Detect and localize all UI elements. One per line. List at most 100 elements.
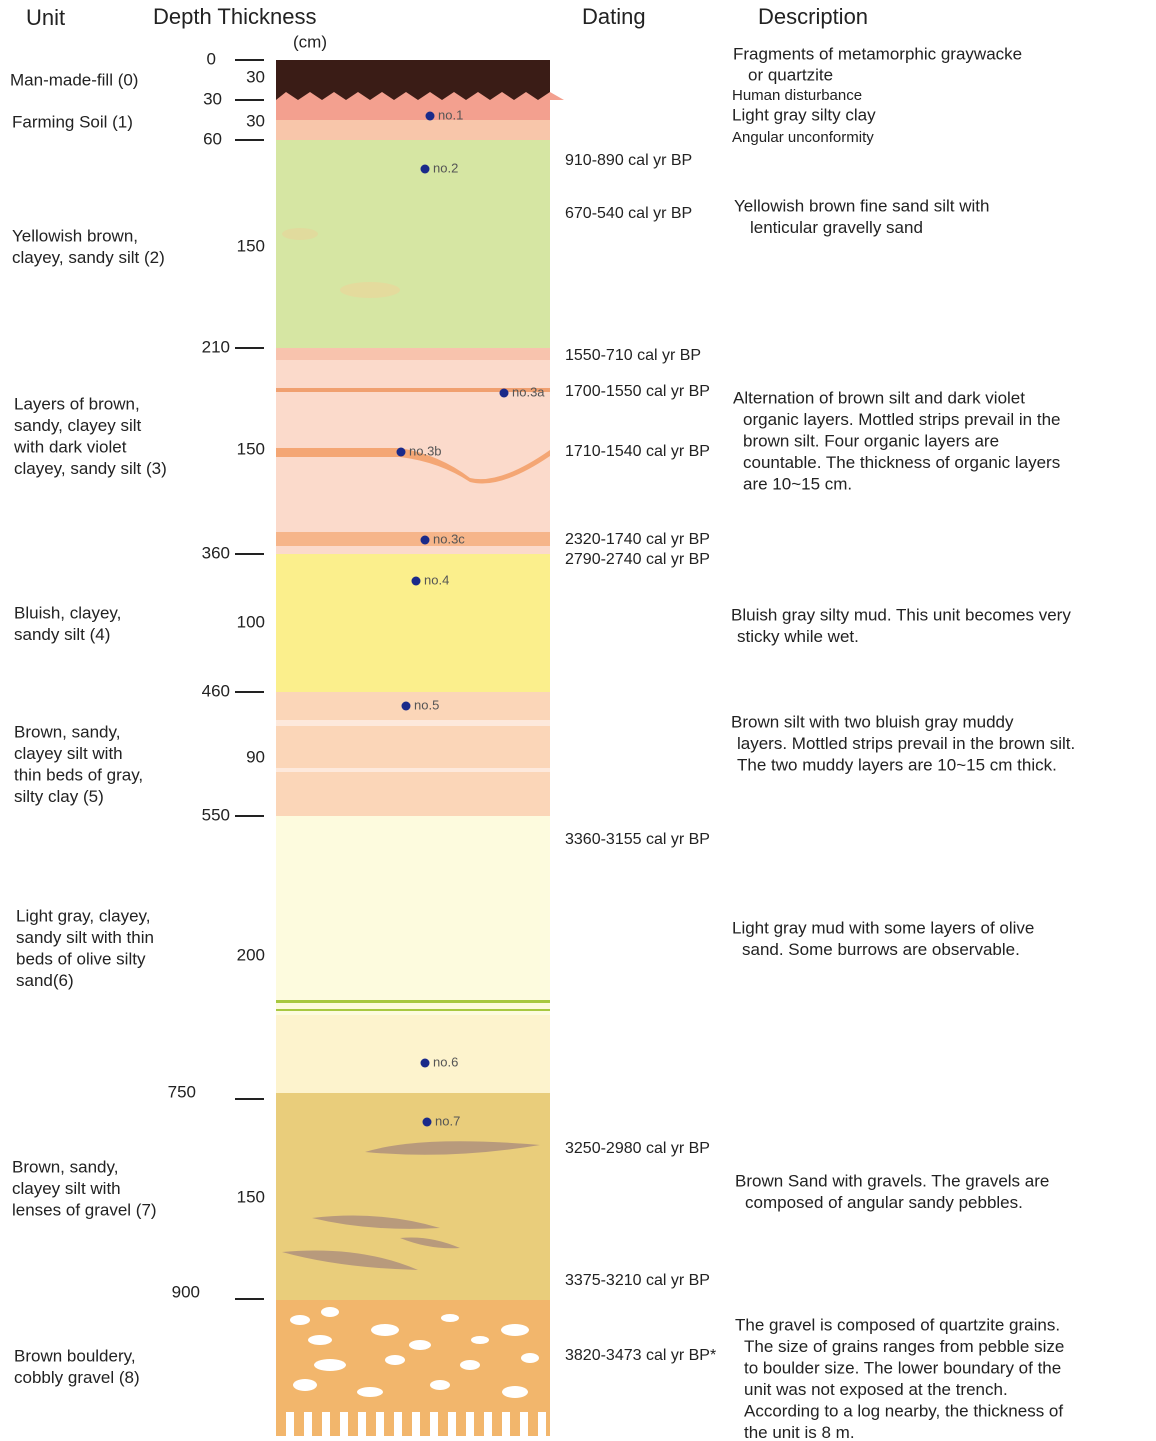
thickness-label: 200 [237,945,265,964]
description-line: brown silt. Four organic layers are [743,431,999,450]
depth-label: 360 [202,543,230,562]
description-line: layers. Mottled strips prevail in the br… [737,734,1075,753]
description-line: Fragments of metamorphic graywacke [733,44,1022,63]
unit-label: clayey silt with [12,1179,121,1198]
header-dating: Dating [582,4,646,29]
header-description: Description [758,4,868,29]
description-line: the unit is 8 m. [744,1423,855,1441]
sample-dot [421,1059,430,1068]
depth-label: 550 [202,805,230,824]
unit-label: Yellowish brown, [12,226,138,245]
unit-label: sandy, clayey silt [14,416,142,435]
header-unit: Unit [26,5,65,30]
description-line: Brown silt with two bluish gray muddy [731,712,1014,731]
sample-dot [397,448,406,457]
depth-label: 0 [207,49,216,68]
thickness-label: 90 [246,747,265,766]
description-line: are 10~15 cm. [743,474,852,493]
unit-label: beds of olive silty [16,949,146,968]
thickness-label: 30 [246,67,265,86]
depth-label: 750 [168,1082,196,1101]
unit-label: Light gray, clayey, [16,906,151,925]
description-line: Angular unconformity [732,129,874,146]
unit-label: sandy silt with thin [16,928,154,947]
unit-label: cobbly gravel (8) [14,1368,140,1387]
unit-label: sand(6) [16,971,74,990]
unit-label: Brown, sandy, [14,722,120,741]
description-line: unit was not exposed at the trench. [744,1380,1008,1399]
unit-label: silty clay (5) [14,787,104,806]
header-depth-thickness: Depth Thickness [153,4,316,29]
description-line: Yellowish brown fine sand silt with [734,196,989,215]
description-line: Brown Sand with gravels. The gravels are [735,1171,1049,1190]
date-label: 1550-710 cal yr BP [565,347,701,364]
date-label: 3375-3210 cal yr BP [565,1272,710,1289]
unit-label: Farming Soil (1) [12,112,133,131]
sample-dot [426,112,435,121]
description-line: The gravel is composed of quartzite grai… [735,1315,1060,1334]
sample-label: no.6 [433,1054,458,1069]
stratigraphic-column: Unit Depth Thickness (cm) Dating Descrip… [0,0,1156,1441]
description-line: lenticular gravelly sand [750,218,923,237]
description-line: Light gray mud with some layers of olive [732,918,1034,937]
unit-label: Man-made-fill (0) [10,70,138,89]
description-line: The two muddy layers are 10~15 cm thick. [737,755,1057,774]
thickness-label: 100 [237,612,265,631]
unit-label: Bluish, clayey, [14,603,121,622]
depth-label: 210 [202,337,230,356]
date-label: 670-540 cal yr BP [565,205,692,222]
unit-label: clayey, sandy silt (2) [12,248,165,267]
sample-dot [500,389,509,398]
depth-label: 30 [203,89,222,108]
sample-dot [423,1118,432,1127]
sample-label: no.1 [438,107,463,122]
date-label: 1700-1550 cal yr BP [565,383,710,400]
date-label: 2790-2740 cal yr BP [565,551,710,568]
unit-label: Brown bouldery, [14,1346,136,1365]
depth-label: 460 [202,681,230,700]
sample-dot [421,165,430,174]
date-label: 1710-1540 cal yr BP [565,443,710,460]
header-unit-cm: (cm) [293,32,327,51]
column [276,60,564,1436]
description-line: sand. Some burrows are observable. [742,940,1020,959]
description-line: sticky while wet. [737,627,859,646]
depth-label: 60 [203,129,222,148]
description-line: According to a log nearby, the thickness… [744,1401,1063,1420]
unit-label: sandy silt (4) [14,625,110,644]
description-line: The size of grains ranges from pebble si… [744,1337,1064,1356]
unit-label: clayey, sandy silt (3) [14,459,167,478]
unit-label: with dark violet [13,437,127,456]
sample-dot [421,536,430,545]
description-line: to boulder size. The lower boundary of t… [744,1358,1061,1377]
unit-label: lenses of gravel (7) [12,1200,157,1219]
date-label: 3820-3473 cal yr BP* [565,1347,716,1364]
unit-label: thin beds of gray, [14,765,143,784]
date-label: 3360-3155 cal yr BP [565,831,710,848]
sample-label: no.7 [435,1113,460,1128]
sample-label: no.4 [424,572,449,587]
sample-label: no.2 [433,160,458,175]
thickness-label: 150 [237,439,265,458]
sample-label: no.3a [512,384,545,399]
sample-dot [412,577,421,586]
date-label: 2320-1740 cal yr BP [565,531,710,548]
sample-label: no.3b [409,443,442,458]
unit-label: clayey silt with [14,744,123,763]
description-line: Alternation of brown silt and dark viole… [733,388,1025,407]
description-line: countable. The thickness of organic laye… [743,453,1060,472]
sample-label: no.5 [414,697,439,712]
date-label: 3250-2980 cal yr BP [565,1140,710,1157]
description-line: organic layers. Mottled strips prevail i… [743,410,1060,429]
description-line: composed of angular sandy pebbles. [745,1193,1023,1212]
description-line: Bluish gray silty mud. This unit becomes… [731,605,1071,624]
unit-label: Layers of brown, [14,394,140,413]
sample-label: no.3c [433,531,465,546]
description-line: Human disturbance [732,87,862,104]
description-line: or quartzite [748,65,833,84]
sample-dot [402,702,411,711]
depth-label: 900 [172,1282,200,1301]
description-line: Light gray silty clay [732,105,876,124]
thickness-label: 150 [237,236,265,255]
unit-label: Brown, sandy, [12,1157,118,1176]
